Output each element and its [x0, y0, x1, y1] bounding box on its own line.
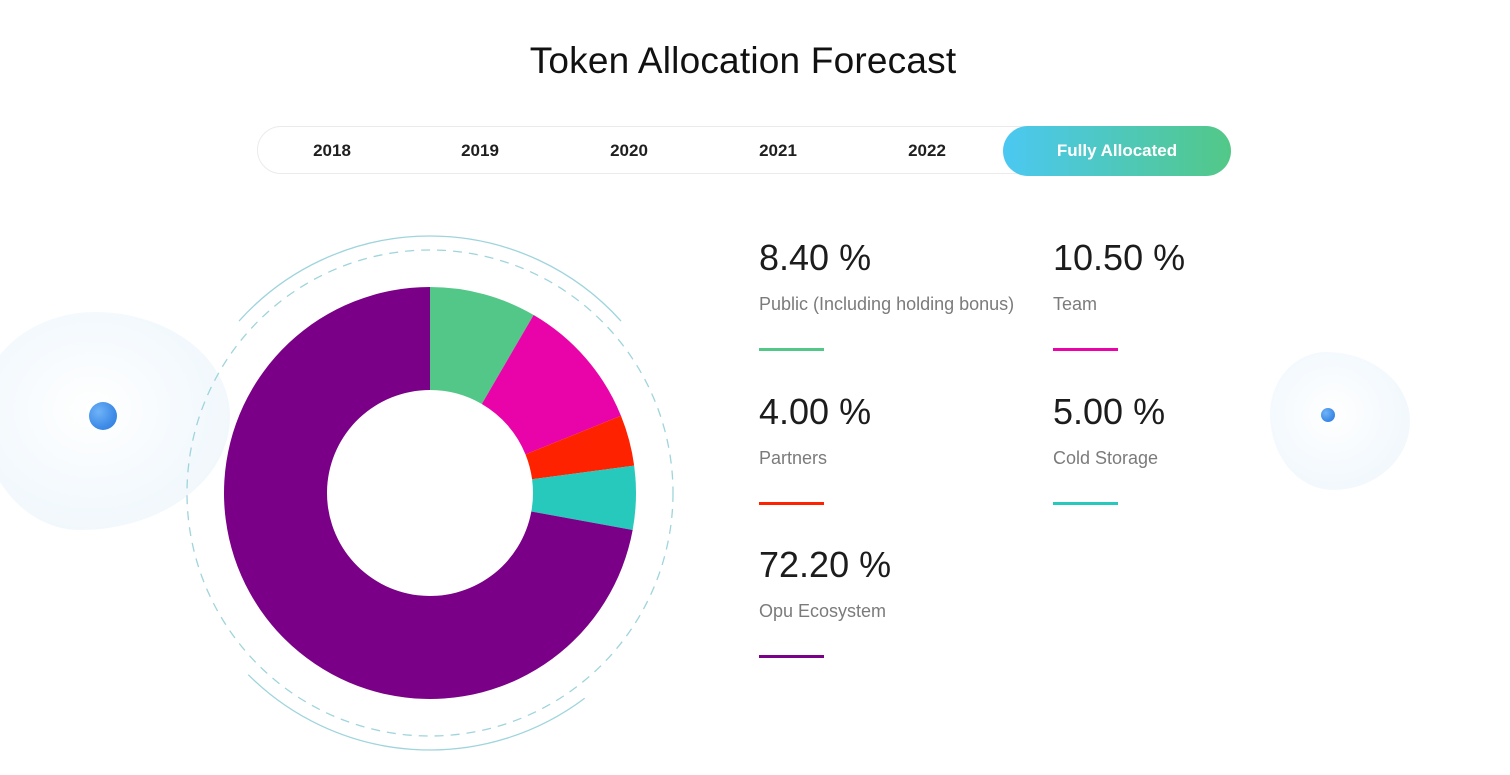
- legend-label: Cold Storage: [1053, 448, 1159, 468]
- legend-item-partners: 4.00 % Partners: [759, 391, 1039, 505]
- tab-fully-allocated[interactable]: Fully Allocated: [1003, 126, 1231, 176]
- allocation-donut-chart: [186, 235, 674, 751]
- donut-slice-cold[interactable]: [531, 465, 637, 530]
- legend-color-bar: [759, 655, 824, 658]
- page-title: Token Allocation Forecast: [529, 40, 957, 81]
- legend-color-bar: [1053, 502, 1118, 505]
- legend-label: Opu Ecosystem: [759, 601, 887, 621]
- decorative-ring-arc: [247, 674, 586, 751]
- legend-label: Team: [1053, 294, 1098, 314]
- donut-slice-partners[interactable]: [525, 415, 635, 480]
- tab-2020[interactable]: 2020: [610, 141, 648, 160]
- donut-slice-opu[interactable]: [224, 287, 633, 700]
- donut-slice-team[interactable]: [481, 314, 621, 455]
- tab-2021[interactable]: 2021: [759, 141, 797, 160]
- tab-2019[interactable]: 2019: [461, 141, 499, 160]
- legend-color-bar: [759, 348, 824, 351]
- legend-value: 4.00 %: [759, 391, 872, 432]
- legend-item-team: 10.50 % Team: [1053, 237, 1333, 351]
- year-tabs: 2018 2019 2020 2021 2022 Fully Allocated: [257, 126, 1231, 176]
- decorative-dot-left: [89, 402, 117, 430]
- legend-item-opu-ecosystem: 72.20 % Opu Ecosystem: [759, 544, 1039, 658]
- legend-value: 72.20 %: [759, 544, 892, 585]
- legend-value: 8.40 %: [759, 237, 872, 278]
- legend-value: 5.00 %: [1053, 391, 1166, 432]
- legend-item-cold-storage: 5.00 % Cold Storage: [1053, 391, 1333, 505]
- decorative-dot-right: [1321, 408, 1335, 422]
- legend-label: Public (Including holding bonus): [759, 294, 1015, 314]
- legend-value: 10.50 %: [1053, 237, 1186, 278]
- legend-label: Partners: [759, 448, 828, 468]
- decorative-blob-right: [1270, 352, 1410, 490]
- legend-color-bar: [1053, 348, 1118, 351]
- decorative-ring-arc: [238, 235, 622, 322]
- legend-item-public: 8.40 % Public (Including holding bonus): [759, 237, 1039, 351]
- tab-2022[interactable]: 2022: [908, 141, 946, 160]
- donut-slice-public[interactable]: [430, 287, 534, 404]
- decorative-dashed-ring: [186, 249, 674, 737]
- legend-color-bar: [759, 502, 824, 505]
- tab-2018[interactable]: 2018: [313, 141, 351, 160]
- decorative-rings: [186, 235, 674, 751]
